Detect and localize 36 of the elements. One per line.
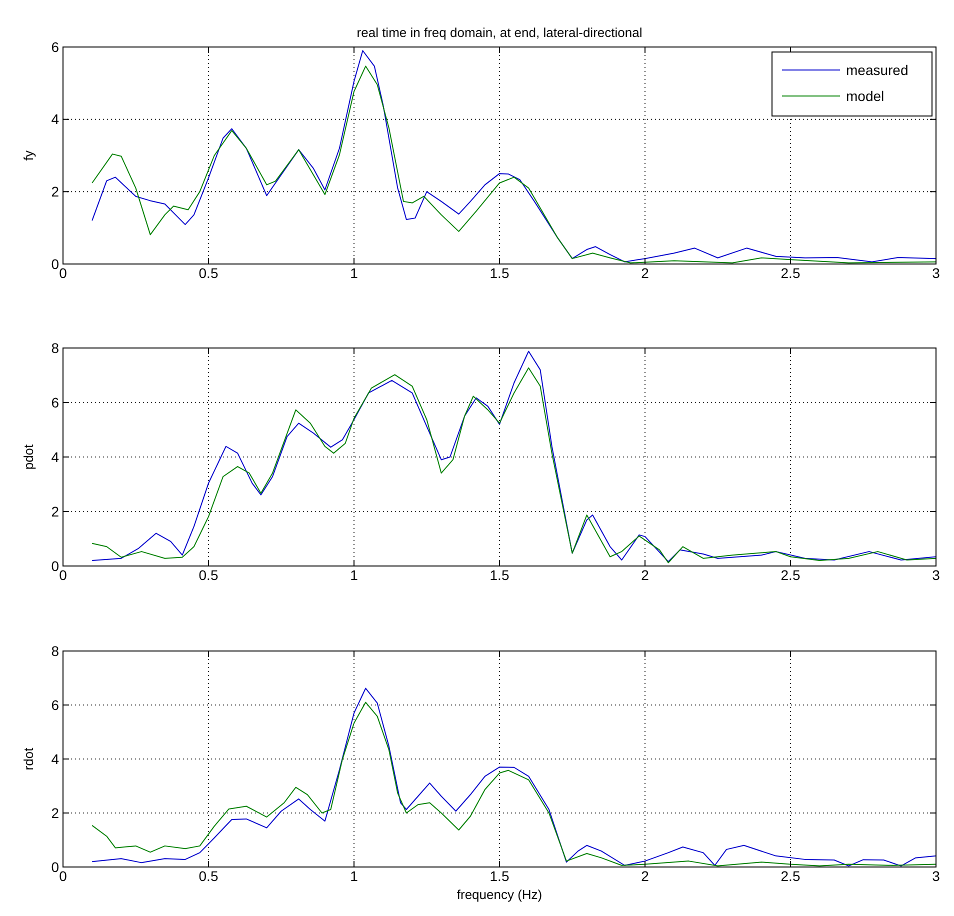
x-tick-label: 0.5 bbox=[198, 567, 218, 583]
y-tick-label: 8 bbox=[51, 340, 60, 356]
y-tick-label: 4 bbox=[51, 750, 60, 767]
y-axis-title: pdot bbox=[21, 444, 36, 470]
x-tick-label: 3 bbox=[932, 265, 940, 281]
x-tick-label: 3 bbox=[932, 567, 940, 583]
x-tick-label: 0.5 bbox=[198, 265, 218, 281]
chart-title: real time in freq domain, at end, lateral-directional bbox=[356, 25, 642, 40]
x-tick-label: 2 bbox=[641, 567, 650, 583]
y-tick-label: 6 bbox=[51, 394, 60, 410]
y-axis-title: rdot bbox=[21, 747, 36, 770]
y-tick-label: 2 bbox=[51, 804, 60, 821]
x-tick-label: 1.5 bbox=[490, 868, 510, 884]
y-tick-label: 6 bbox=[51, 38, 60, 55]
x-tick-label: 1.5 bbox=[490, 265, 510, 281]
y-tick-label: 2 bbox=[51, 184, 60, 200]
y-tick-label: 8 bbox=[51, 642, 60, 659]
x-tick-label: 2.5 bbox=[780, 868, 800, 884]
x-tick-label: 2 bbox=[641, 868, 650, 884]
x-tick-label: 1 bbox=[350, 868, 358, 884]
y-tick-label: 4 bbox=[51, 448, 60, 465]
legend-label: model bbox=[846, 88, 884, 104]
x-tick-label: 0.5 bbox=[198, 868, 218, 884]
y-tick-label: 6 bbox=[51, 696, 60, 713]
x-tick-label: 1.5 bbox=[490, 567, 510, 583]
y-tick-label: 2 bbox=[51, 503, 60, 520]
x-tick-label: 2 bbox=[641, 265, 650, 281]
x-axis-title: frequency (Hz) bbox=[456, 887, 542, 902]
x-tick-label: 2.5 bbox=[780, 265, 800, 281]
y-tick-label: 4 bbox=[51, 111, 60, 128]
legend-label: measured bbox=[846, 62, 908, 78]
x-tick-label: 1 bbox=[350, 265, 358, 281]
y-axis-title: fy bbox=[21, 150, 36, 161]
x-tick-label: 1 bbox=[350, 567, 358, 583]
x-tick-label: 3 bbox=[932, 868, 940, 884]
x-tick-label: 2.5 bbox=[780, 567, 800, 583]
